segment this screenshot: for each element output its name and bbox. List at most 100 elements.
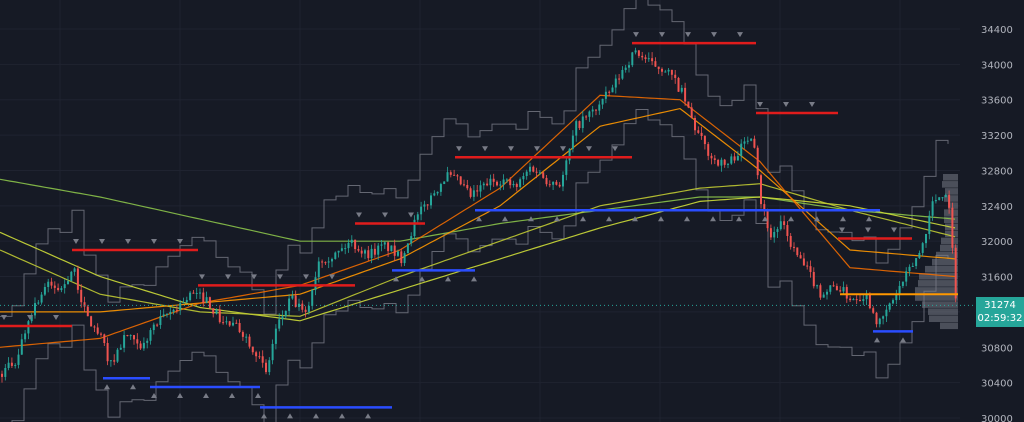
candle-body <box>327 261 330 263</box>
candle-body <box>136 339 139 344</box>
candle-body <box>611 87 614 93</box>
candle-body <box>690 107 693 119</box>
candle-body <box>113 360 116 362</box>
candle-body <box>43 286 46 295</box>
candle-body <box>337 250 340 253</box>
candle-body <box>294 295 297 307</box>
volume-bar <box>945 188 958 195</box>
pivot-low-marker <box>684 216 690 222</box>
pivot-low-marker <box>840 216 846 222</box>
candle-body <box>274 328 277 344</box>
candle-body <box>502 179 505 185</box>
candle-body <box>812 271 815 287</box>
candle-body <box>826 291 828 295</box>
channel-upper <box>0 0 949 317</box>
candle-body <box>496 181 498 186</box>
candle-body <box>10 362 13 366</box>
pivot-high-marker <box>199 274 205 280</box>
volume-bar <box>922 301 958 308</box>
candle-body <box>119 347 122 350</box>
pivot-low-marker <box>528 216 534 222</box>
candle-body <box>443 181 446 185</box>
candle-body <box>334 252 337 259</box>
pivot-high-marker <box>27 315 33 321</box>
candle-body <box>578 121 581 129</box>
candle-body <box>30 315 33 322</box>
candle-body <box>17 354 20 365</box>
volume-bar <box>948 202 958 209</box>
candle-body <box>568 148 571 161</box>
y-tick-label: 31600 <box>981 273 1013 284</box>
candle-body <box>166 313 168 315</box>
candle-body <box>100 333 102 335</box>
candle-body <box>251 346 254 353</box>
y-tick-label: 32400 <box>981 202 1013 213</box>
candle-body <box>654 61 657 67</box>
candle-body <box>146 340 149 343</box>
candle-body <box>139 343 142 349</box>
candle-body <box>245 336 248 338</box>
candle-body <box>680 87 683 92</box>
pivot-high-marker <box>151 239 157 245</box>
pivot-low-marker <box>502 216 508 222</box>
candle-body <box>446 172 449 182</box>
candle-body <box>307 305 310 312</box>
pivot-high-marker <box>329 274 335 280</box>
candle-body <box>684 87 687 102</box>
candle-body <box>819 285 822 298</box>
candle-body <box>380 244 383 246</box>
candle-body <box>235 322 238 324</box>
pivot-high-marker <box>73 239 79 245</box>
candle-body <box>882 316 885 319</box>
price-axis[interactable]: 34400 34000 33600 33200 32800 32400 32000 31600… <box>0 25 1013 422</box>
pivot-low-marker <box>632 216 638 222</box>
y-tick-label: 30400 <box>981 379 1013 390</box>
pivot-low-marker <box>814 216 820 222</box>
pivot-high-marker <box>125 239 131 245</box>
pivot-low-marker <box>339 413 345 419</box>
pivot-low-marker <box>866 216 872 222</box>
candle-body <box>703 136 706 145</box>
candle-body <box>766 210 769 229</box>
candle-body <box>489 178 492 186</box>
candle-body <box>542 172 545 178</box>
y-tick-label: 32000 <box>981 237 1013 248</box>
candle-body <box>423 204 426 207</box>
candle-body <box>901 281 904 286</box>
candle-body <box>892 300 894 304</box>
candle-body <box>331 258 333 262</box>
candle-body <box>347 242 350 249</box>
candle-body <box>268 360 271 373</box>
candle-body <box>628 65 630 68</box>
candle-body <box>248 336 251 347</box>
volume-bar <box>942 181 958 188</box>
candle-body <box>776 229 779 232</box>
candle-body <box>456 175 459 177</box>
candle-body <box>835 286 838 291</box>
candle-body <box>228 321 231 326</box>
candle-body <box>595 109 597 111</box>
candle-body <box>7 362 10 368</box>
pivot-low-marker <box>471 276 477 282</box>
candle-body <box>855 299 858 301</box>
candle-body <box>393 245 396 256</box>
candle-body <box>793 246 795 248</box>
candle-body <box>93 326 96 328</box>
candle-body <box>463 184 465 186</box>
candle-body <box>403 253 406 264</box>
candle-body <box>4 367 7 377</box>
pivot-low-marker <box>788 216 794 222</box>
candle-body <box>265 362 267 373</box>
candle-body <box>60 288 63 291</box>
pivot-high-marker <box>685 32 691 38</box>
pivot-high-marker <box>612 146 618 152</box>
candle-body <box>938 197 941 201</box>
candle-body <box>344 248 347 250</box>
candle-body <box>80 289 83 303</box>
candle-body <box>720 159 723 166</box>
pivot-low-marker <box>445 276 451 282</box>
candle-body <box>169 311 172 314</box>
candle-body <box>413 219 416 237</box>
volume-bar <box>915 287 958 294</box>
